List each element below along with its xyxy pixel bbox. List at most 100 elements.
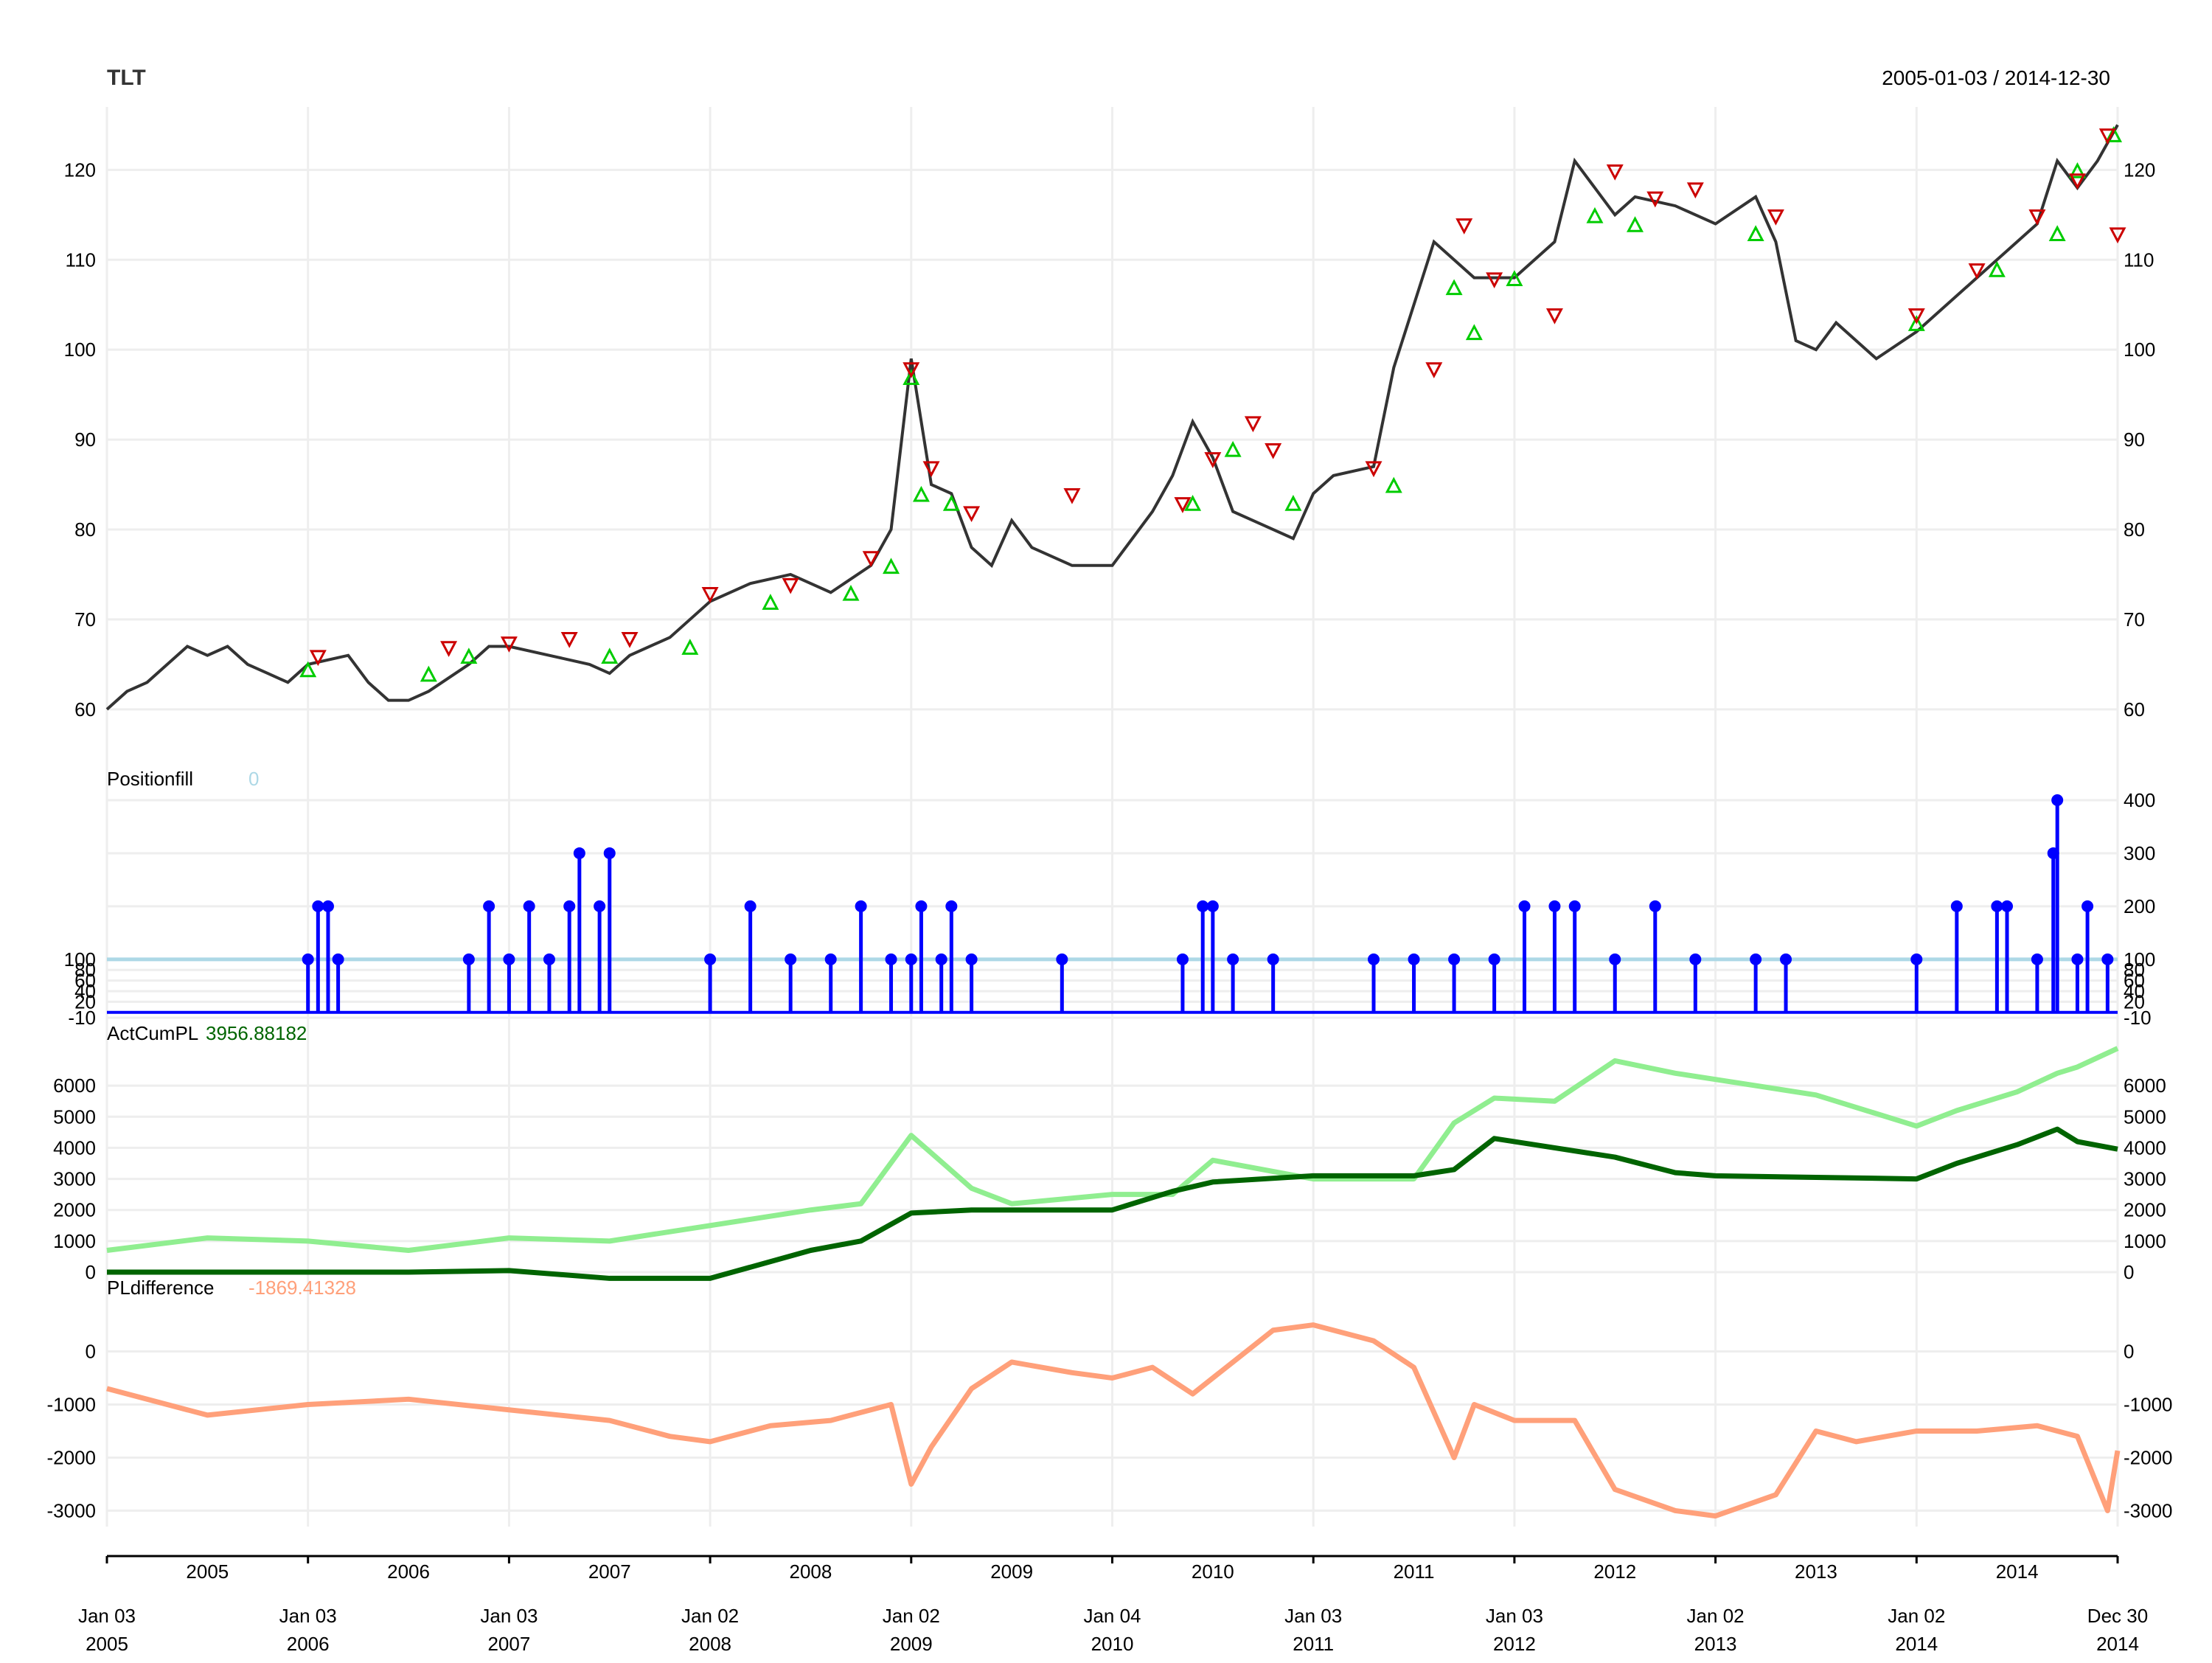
buy-marker — [1506, 270, 1523, 286]
buy-marker — [1284, 495, 1302, 511]
position-spike-point — [503, 953, 515, 965]
y-tick-label-right: 40 — [2124, 980, 2145, 1002]
sell-marker — [922, 461, 940, 478]
x-tick-label-date: Jan 03 — [1284, 1605, 1342, 1627]
x-tick-label-year: 2011 — [1293, 1633, 1334, 1655]
y-tick-label-right: 90 — [2124, 428, 2145, 451]
x-tick-label-date: Jan 03 — [78, 1605, 136, 1627]
y-tick-label-left: 6000 — [53, 1074, 96, 1097]
y-tick-label-left: 60 — [74, 698, 96, 721]
position-spike-point — [915, 900, 928, 912]
y-tick-label-right: 80 — [2124, 518, 2145, 541]
panel-last-value: 0 — [248, 768, 259, 790]
label-layer: TLT 2005-01-03 / 2014-12-30 60 70 80 90 100 1… — [47, 66, 2173, 1655]
x-year-label: 2014 — [1996, 1560, 2039, 1583]
position-spike-point — [1176, 953, 1189, 965]
sell-marker — [1686, 182, 1704, 199]
position-spike-point — [885, 953, 897, 965]
x-year-label: 2006 — [387, 1560, 430, 1583]
y-tick-label-left: 5000 — [53, 1105, 96, 1128]
y-tick-label-right: 6000 — [2124, 1074, 2166, 1097]
x-tick-label-year: 2007 — [487, 1633, 530, 1655]
position-spike-point — [483, 900, 495, 912]
data-layer — [105, 124, 2126, 1519]
y-tick-label-left: 70 — [74, 608, 96, 631]
sell-marker — [2028, 209, 2046, 226]
buy-marker — [912, 485, 930, 502]
position-spike-point — [785, 953, 797, 965]
y-tick-label-right: -1000 — [2124, 1394, 2173, 1416]
position-spike-point — [1267, 953, 1279, 965]
x-year-label: 2007 — [588, 1560, 631, 1583]
pl-difference-line — [106, 1322, 2121, 1519]
sell-marker — [1545, 308, 1563, 324]
y-tick-label-right: 120 — [2124, 159, 2155, 181]
y-tick-label-right: 300 — [2124, 842, 2155, 864]
date-range: 2005-01-03 / 2014-12-30 — [1882, 66, 2110, 89]
position-spike-point — [704, 953, 717, 965]
position-spike-point — [1568, 900, 1581, 912]
position-spike-point — [1548, 900, 1561, 912]
position-spike-point — [312, 900, 324, 912]
position-spike-point — [1206, 900, 1219, 912]
position-spike-point — [855, 900, 867, 912]
buy-marker — [883, 558, 900, 574]
position-spike-point — [1780, 953, 1792, 965]
y-tick-label-left: 2000 — [53, 1199, 96, 1221]
y-tick-label-right: 100 — [2124, 948, 2155, 971]
position-spike-point — [1950, 900, 1963, 912]
buy-marker — [842, 584, 860, 601]
y-tick-label-right: 60 — [2124, 970, 2145, 992]
buy-marker — [299, 661, 317, 678]
x-tick-label-year: 2008 — [689, 1633, 731, 1655]
sell-marker — [1907, 308, 1925, 324]
x-tick-label-date: Jan 03 — [480, 1605, 538, 1627]
position-spike-point — [2031, 953, 2043, 965]
y-tick-label-left: -3000 — [47, 1499, 97, 1521]
y-tick-label-left: 0 — [86, 1261, 96, 1283]
y-tick-label-right: 0 — [2124, 1341, 2134, 1363]
sell-marker — [1365, 461, 1382, 478]
sell-marker — [2109, 227, 2126, 244]
y-tick-label-right: 80 — [2124, 959, 2145, 981]
position-spike-point — [1227, 953, 1239, 965]
y-tick-label-right: 3000 — [2124, 1168, 2166, 1190]
y-tick-label-left: 80 — [74, 959, 96, 981]
x-tick-label-year: 2014 — [1895, 1633, 1938, 1655]
y-tick-label-right: 60 — [2124, 698, 2145, 721]
position-spike-point — [2051, 794, 2064, 806]
buy-marker — [942, 495, 960, 511]
sell-marker — [1646, 191, 1664, 208]
position-spike-point — [905, 953, 917, 965]
position-spike-point — [332, 953, 344, 965]
buy-marker — [1627, 216, 1644, 232]
position-spike-point — [744, 900, 757, 912]
position-spike-point — [594, 900, 606, 912]
buy-marker — [420, 665, 437, 682]
x-year-label: 2011 — [1394, 1560, 1435, 1583]
position-spike-point — [462, 953, 475, 965]
sell-marker — [1968, 263, 1986, 280]
y-tick-label-right: 400 — [2124, 789, 2155, 811]
position-spike-point — [1750, 953, 1762, 965]
x-tick-label-year: 2009 — [890, 1633, 933, 1655]
buy-marker — [1184, 495, 1202, 511]
sell-marker — [1425, 362, 1443, 378]
x-year-label: 2009 — [990, 1560, 1033, 1583]
benchmark-pl-line — [106, 1046, 2119, 1253]
y-tick-label-left: 0 — [86, 1341, 96, 1363]
x-tick-label-year: 2014 — [2096, 1633, 2139, 1655]
sell-marker — [1244, 416, 1262, 433]
panel-last-value: -1869.41328 — [248, 1277, 356, 1299]
position-spike-point — [321, 900, 334, 912]
buy-marker — [2048, 225, 2066, 241]
y-tick-label-right: 1000 — [2124, 1230, 2166, 1252]
sell-marker — [1606, 164, 1624, 181]
buy-marker — [762, 594, 779, 610]
y-tick-label-left: 100 — [64, 338, 96, 361]
x-year-label: 2013 — [1795, 1560, 1837, 1583]
y-tick-label-left: 20 — [74, 990, 96, 1013]
position-spike-point — [1609, 953, 1621, 965]
